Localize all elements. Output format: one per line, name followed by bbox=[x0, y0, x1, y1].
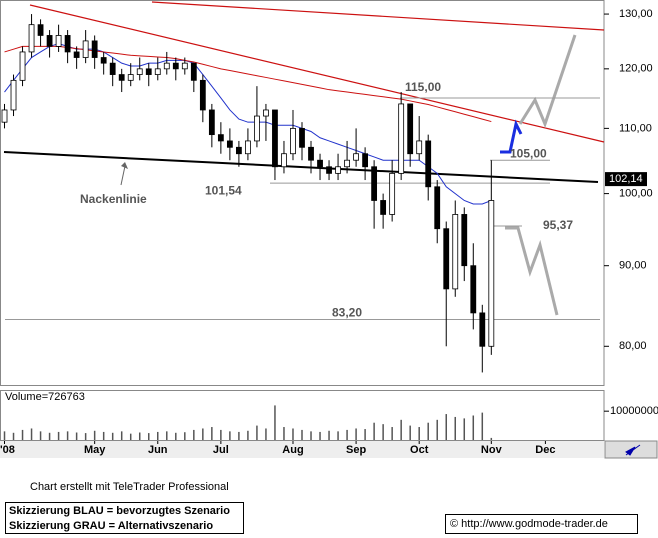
level-label: 101,54 bbox=[205, 183, 242, 197]
candle-body bbox=[371, 166, 378, 201]
candle-body bbox=[172, 62, 179, 70]
last-price-label: 102,14 bbox=[609, 173, 643, 185]
candle-body bbox=[263, 109, 269, 117]
gray-scenario-down bbox=[505, 226, 559, 316]
level-label: 105,00 bbox=[510, 146, 547, 160]
y-tick-label: 110,00 bbox=[619, 122, 652, 134]
candle-body bbox=[181, 62, 188, 70]
candle-body bbox=[145, 68, 152, 75]
candle-body bbox=[190, 62, 197, 81]
candle-body bbox=[100, 57, 107, 64]
candle-body bbox=[362, 153, 369, 168]
candle-body bbox=[73, 51, 80, 58]
candle-body bbox=[335, 166, 341, 174]
candle-body bbox=[109, 62, 116, 75]
candle-body bbox=[416, 140, 423, 155]
candle-body bbox=[245, 140, 251, 155]
candle-body bbox=[461, 214, 468, 267]
x-tick-label: May bbox=[84, 444, 106, 456]
x-axis-strip bbox=[0, 441, 604, 458]
candle-body bbox=[37, 24, 44, 36]
candle-body bbox=[254, 115, 260, 142]
candle-body bbox=[344, 159, 350, 168]
candle-body bbox=[389, 172, 396, 215]
volume-frame bbox=[0, 390, 605, 441]
trend-line bbox=[29, 4, 605, 143]
candle-body bbox=[488, 200, 495, 347]
candle-body bbox=[64, 35, 71, 53]
candle-body bbox=[226, 140, 233, 148]
level-label: 95,37 bbox=[543, 218, 573, 232]
candle-body bbox=[479, 312, 486, 347]
candle-body bbox=[55, 35, 62, 47]
legend-box bbox=[5, 502, 244, 534]
candle-body bbox=[208, 109, 215, 136]
candle-body bbox=[407, 103, 414, 155]
blue-scenario bbox=[500, 119, 523, 154]
candle-body bbox=[308, 146, 314, 161]
candle-body bbox=[452, 214, 459, 290]
x-tick-label: Jul bbox=[213, 444, 229, 456]
y-tick-label: 100,00 bbox=[619, 188, 653, 200]
candle-body bbox=[163, 62, 170, 70]
url-box bbox=[445, 514, 638, 534]
neckline-label: Nackenlinie bbox=[80, 192, 147, 206]
x-tick-label: Jun bbox=[148, 444, 168, 456]
gray-scenario-up bbox=[518, 34, 577, 129]
candle-body bbox=[46, 35, 53, 47]
legend-blue: Skizzierung BLAU = bevorzugtes Szenario bbox=[9, 505, 230, 517]
candle-body bbox=[217, 134, 224, 142]
arrow-head bbox=[121, 162, 128, 169]
candle-body bbox=[299, 127, 305, 148]
candle-body bbox=[290, 127, 296, 155]
level-label: 83,20 bbox=[332, 306, 362, 320]
credit: Chart erstellt mit TeleTrader Profession… bbox=[30, 481, 229, 493]
legend-gray: Skizzierung GRAU = Alternativszenario bbox=[9, 520, 213, 532]
candle-body bbox=[118, 74, 125, 81]
annotation-arrow bbox=[120, 165, 126, 186]
tool-icon bbox=[625, 444, 641, 456]
url: © http://www.godmode-trader.de bbox=[450, 518, 608, 530]
y-tick-label: 90,00 bbox=[619, 260, 647, 272]
trend-line bbox=[151, 1, 605, 31]
last-price-badge bbox=[605, 172, 647, 187]
candle-body bbox=[82, 40, 89, 58]
candle-body bbox=[235, 146, 242, 155]
neckline bbox=[3, 151, 599, 183]
x-tick-label: Sep bbox=[346, 444, 366, 456]
candle-body bbox=[10, 79, 17, 111]
x-tick-label: Oct bbox=[410, 444, 429, 456]
candle-body bbox=[199, 79, 206, 111]
volume-label: Volume=726763 bbox=[5, 391, 85, 403]
candle-body bbox=[326, 166, 332, 174]
candle-body bbox=[398, 103, 405, 174]
candle-body bbox=[317, 159, 323, 168]
x-tick-label: '08 bbox=[0, 444, 15, 456]
candle-body bbox=[434, 186, 441, 230]
candle-body bbox=[272, 109, 278, 168]
y-tick-label: 130,00 bbox=[619, 8, 653, 20]
candle-body bbox=[425, 140, 432, 188]
y-tick-label: 120,00 bbox=[619, 63, 653, 75]
volume-tick-label: 10000000 bbox=[610, 405, 658, 417]
candle-body bbox=[380, 200, 387, 215]
candle-body bbox=[470, 265, 477, 314]
candle-body bbox=[127, 74, 134, 81]
x-tick-label: Dec bbox=[535, 444, 555, 456]
y-tick-label: 80,00 bbox=[619, 340, 647, 352]
x-tick-label: Aug bbox=[282, 444, 303, 456]
candle-body bbox=[91, 40, 98, 58]
x-tick-label: Nov bbox=[481, 444, 503, 456]
candle-body bbox=[154, 68, 161, 75]
candle-body bbox=[19, 51, 26, 81]
level-label: 115,00 bbox=[405, 80, 441, 94]
candle-body bbox=[353, 153, 359, 161]
candle-body bbox=[136, 68, 143, 75]
candle-body bbox=[28, 24, 35, 53]
price-frame bbox=[0, 0, 605, 386]
candle-body bbox=[281, 153, 287, 168]
candle-body bbox=[1, 109, 8, 123]
candle-body bbox=[443, 228, 450, 290]
